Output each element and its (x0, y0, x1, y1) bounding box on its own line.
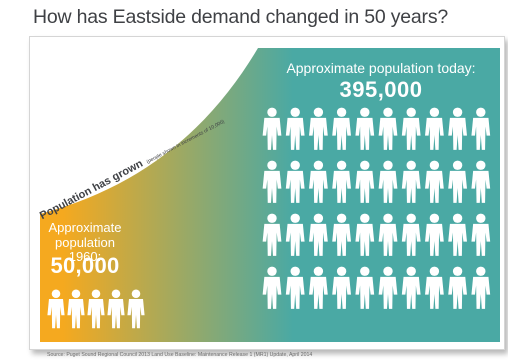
label-today: Approximate population today: (286, 60, 476, 76)
source-note: Source: Puget Sound Regional Council 201… (47, 352, 313, 358)
label-1960-line2: population 1960: (55, 235, 115, 264)
page-title: How has Eastside demand changed in 50 ye… (33, 6, 449, 28)
value-today: 395,000 (339, 77, 423, 102)
value-1960: 50,000 (50, 253, 120, 278)
label-1960-line1: Approximate (48, 220, 122, 235)
